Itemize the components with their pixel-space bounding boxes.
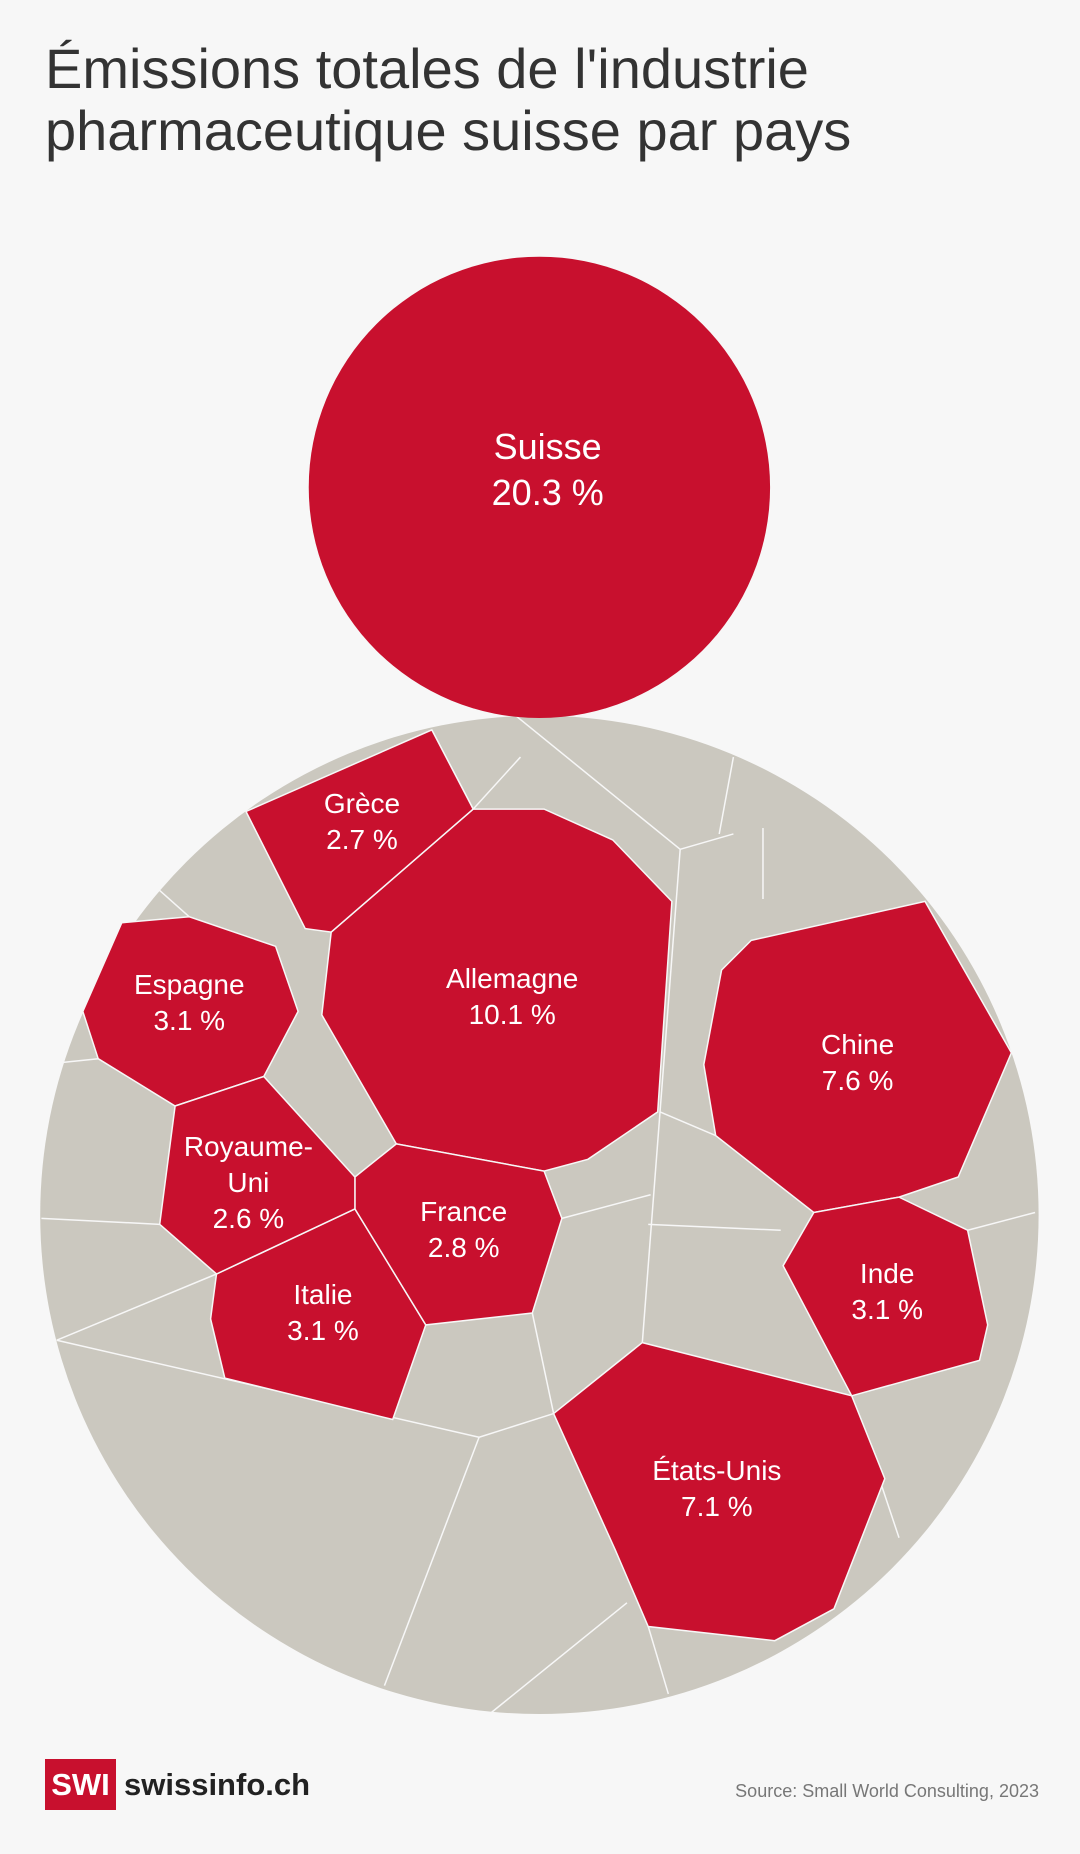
cell-label: Royaume-Uni 2.6 % [178,1129,318,1237]
cell-label: Chine 7.6 % [821,1027,894,1099]
category-label: Chine [821,1029,895,1061]
cell-label: Allemagne 10.1 % [446,961,578,1033]
category-label: Allemagne [446,963,579,995]
value-label: 10.1 % [468,999,556,1031]
cell [354,1143,563,1326]
category-label: Grèce [323,788,401,820]
category-label: États-Unis [652,1455,782,1487]
cell-label: France 2.8 % [420,1194,507,1266]
value-label: 3.1 % [851,1293,923,1325]
cell-border [490,1602,628,1714]
logo: SWI [45,1759,116,1810]
cell [552,1341,886,1642]
value-label: 20.3 % [491,471,604,513]
cell-border [561,1194,651,1220]
chart-title: Émissions totales de l'industrie pharmac… [45,37,852,162]
cell-border [967,1211,1036,1231]
value-label: 7.6 % [821,1065,894,1097]
cell [321,808,673,1172]
value-label: 2.7 % [326,824,398,856]
cell-border [718,756,735,835]
cell-border [41,1057,99,1066]
cell-border [56,1273,217,1341]
brand: swissinfo.ch [124,1767,311,1802]
category-label: Suisse [493,425,602,467]
cell-border [679,833,734,851]
cell [782,1196,989,1397]
cell [308,256,771,719]
cell [244,728,475,933]
category-label: Italie [293,1279,353,1311]
cell-label: Italie 3.1 % [287,1277,359,1349]
value-label: 3.1 % [287,1315,359,1347]
category-label: Inde [859,1257,915,1289]
cell [81,916,299,1107]
cell-label: États-Unis 7.1 % [652,1453,781,1525]
cell-border [531,1312,555,1414]
cell-border [648,1223,781,1231]
value-label: 7.1 % [681,1491,753,1523]
cell-border [56,1011,84,1065]
value-label: 3.1 % [153,1005,226,1037]
cell-border [472,756,522,810]
category-label: Espagne [133,969,245,1001]
cell-border [647,1626,670,1695]
cell-border [41,1217,160,1226]
cell-border [515,715,681,850]
value-label: 2.8 % [427,1232,500,1264]
cell-label: Inde 3.1 % [851,1256,923,1328]
cell-border [135,868,190,918]
cell-label: Grèce 2.7 % [324,786,400,858]
cell-border [659,1111,716,1137]
cell-border [478,1412,554,1438]
cell-border [641,849,681,1343]
source: Source: Small World Consulting, 2023 [735,1781,1039,1801]
cell-label: Suisse 20.3 % [492,424,604,516]
cell-label: Espagne 3.1 % [134,967,245,1039]
cell-border [383,1436,480,1686]
cell [158,1075,356,1275]
value-label: 2.6 % [212,1202,285,1234]
category-label: France [420,1196,508,1228]
category-label: Royaume-Uni [183,1130,313,1198]
